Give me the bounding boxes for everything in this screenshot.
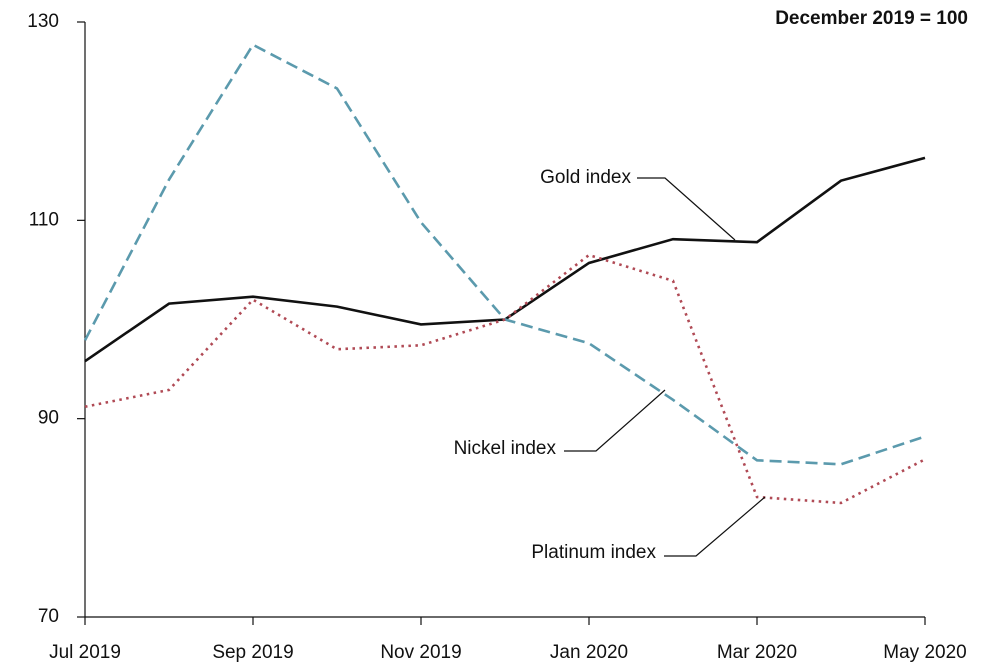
- y-tick-label: 90: [38, 408, 59, 429]
- chart-subtitle: December 2019 = 100: [775, 8, 968, 29]
- y-tick-label: 70: [38, 606, 59, 627]
- leader-line: [637, 177, 736, 241]
- series-line: [84, 253, 926, 505]
- x-tick-label: Jul 2019: [49, 642, 121, 663]
- series-label: Platinum index: [531, 542, 656, 563]
- x-tick-label: Sep 2019: [212, 642, 293, 663]
- x-tick-label: Jan 2020: [550, 642, 628, 663]
- series-line: [84, 156, 926, 363]
- series-label: Gold index: [540, 167, 631, 188]
- x-tick-label: May 2020: [883, 642, 966, 663]
- y-tick-label: 110: [29, 209, 59, 230]
- series-label: Nickel index: [454, 438, 557, 459]
- leader-line: [664, 496, 766, 557]
- series-line: [83, 43, 926, 466]
- y-tick-label: 130: [27, 11, 59, 32]
- x-tick-label: Mar 2020: [717, 642, 797, 663]
- x-tick-label: Nov 2019: [380, 642, 461, 663]
- leader-line: [564, 389, 666, 452]
